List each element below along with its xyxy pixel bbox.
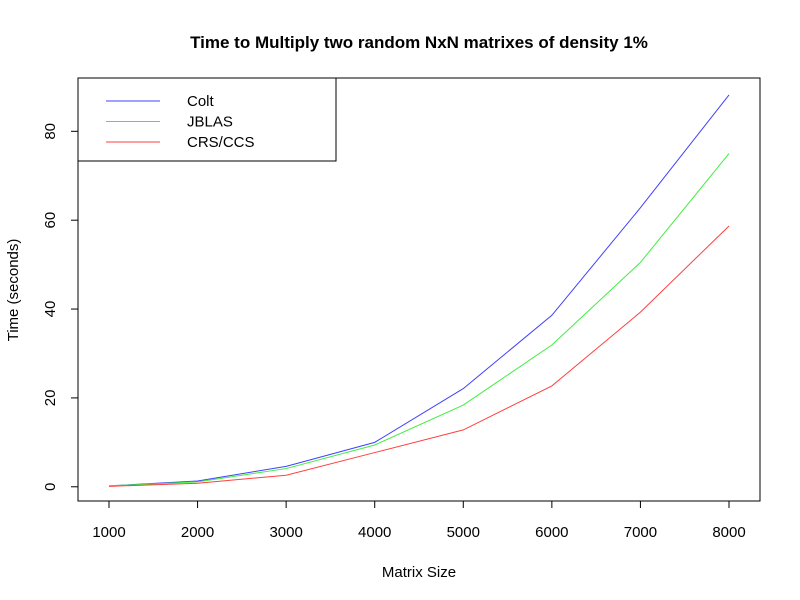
x-axis-label: Matrix Size xyxy=(382,564,456,581)
y-tick-label: 80 xyxy=(42,123,59,140)
x-tick-label: 5000 xyxy=(447,524,480,541)
chart-title: Time to Multiply two random NxN matrixes… xyxy=(190,33,648,52)
x-tick-label: 3000 xyxy=(269,524,302,541)
x-tick-label: 7000 xyxy=(624,524,657,541)
series-lines xyxy=(108,94,730,487)
series-line-jblas xyxy=(108,153,730,487)
x-tick-label: 2000 xyxy=(181,524,214,541)
x-tick-label: 6000 xyxy=(535,524,568,541)
y-tick-label: 40 xyxy=(42,301,59,318)
y-axis: 0 20 40 60 80 xyxy=(42,123,79,491)
legend: Colt JBLAS CRS/CCS xyxy=(77,77,337,162)
y-tick-label: 0 xyxy=(42,483,59,491)
x-tick-label: 8000 xyxy=(712,524,745,541)
x-tick-label: 4000 xyxy=(358,524,391,541)
series-line-colt xyxy=(108,94,730,487)
x-tick-label: 1000 xyxy=(92,524,125,541)
x-axis: 1000 2000 3000 4000 5000 6000 7000 8000 xyxy=(92,500,746,541)
y-axis-label: Time (seconds) xyxy=(5,239,22,342)
y-tick-label: 20 xyxy=(42,390,59,407)
series-line-crs-ccs xyxy=(108,225,730,487)
legend-label-colt: Colt xyxy=(187,93,215,110)
legend-label-jblas: JBLAS xyxy=(187,114,233,131)
legend-label-crs-ccs: CRS/CCS xyxy=(187,134,255,151)
y-tick-label: 60 xyxy=(42,212,59,229)
legend-box xyxy=(77,77,337,162)
